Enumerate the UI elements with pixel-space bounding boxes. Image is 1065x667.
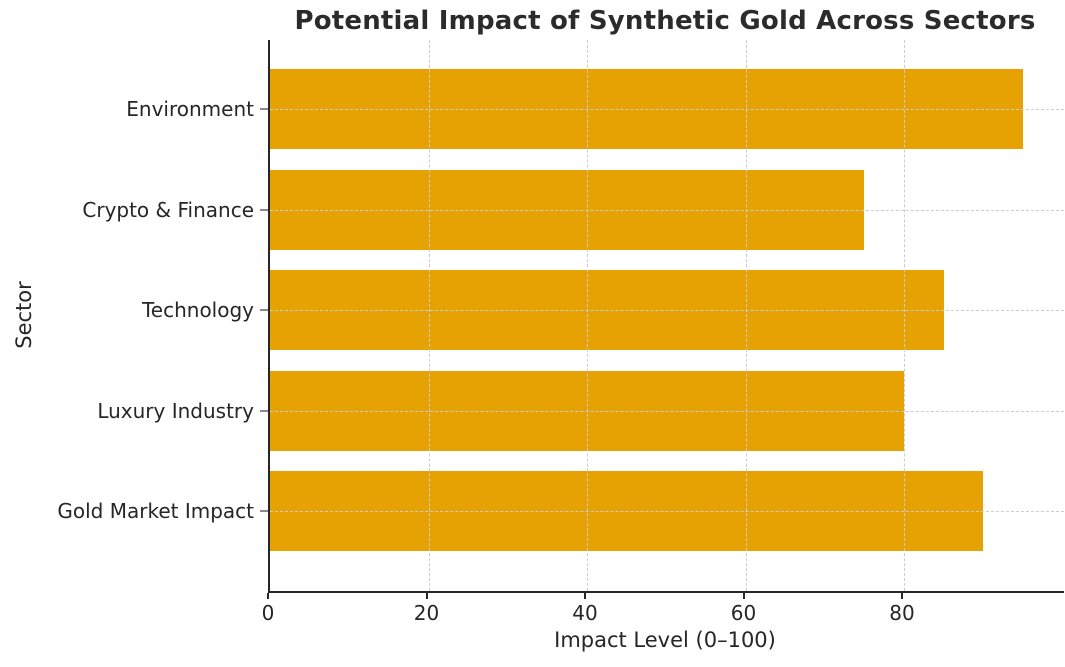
y-tick-label-luxury-industry: Luxury Industry [97,398,254,423]
y-gridline-2 [270,310,1064,311]
x-gridline-20 [428,40,430,591]
x-tick-label-40: 40 [572,601,598,625]
y-tick-label-technology: Technology [141,298,254,322]
x-tick-label-60: 60 [730,601,757,625]
y-tick-mark-0 [260,108,268,110]
y-tick-mark-3 [260,409,268,412]
y-tick-label-gold-market-impact: Gold Market Impact [57,499,254,523]
x-tick-mark-60 [742,593,745,599]
y-gridline-0 [270,109,1064,110]
y-gridline-1 [270,209,1064,211]
x-axis-label: Impact Level (0–100) [554,628,776,652]
x-tick-mark-80 [901,593,903,599]
y-tick-label-crypto-finance: Crypto & Finance [82,197,254,222]
y-tick-mark-4 [260,510,268,512]
x-gridline-40 [587,40,588,591]
chart-title: Potential Impact of Synthetic Gold Acros… [294,6,1036,36]
y-gridline-4 [270,511,1064,512]
x-tick-mark-20 [425,593,428,599]
y-gridline-3 [270,410,1064,412]
plot-area [268,40,1064,593]
y-tick-mark-2 [260,309,268,311]
x-gridline-80 [904,40,905,591]
x-tick-mark-40 [584,593,586,599]
x-tick-label-80: 80 [889,601,915,625]
y-tick-mark-1 [260,208,268,211]
x-tick-mark-0 [267,593,269,599]
x-tick-label-20: 20 [413,601,440,625]
x-tick-label-0: 0 [261,601,275,625]
y-tick-label-environment: Environment [126,97,254,121]
x-gridline-60 [745,40,747,591]
